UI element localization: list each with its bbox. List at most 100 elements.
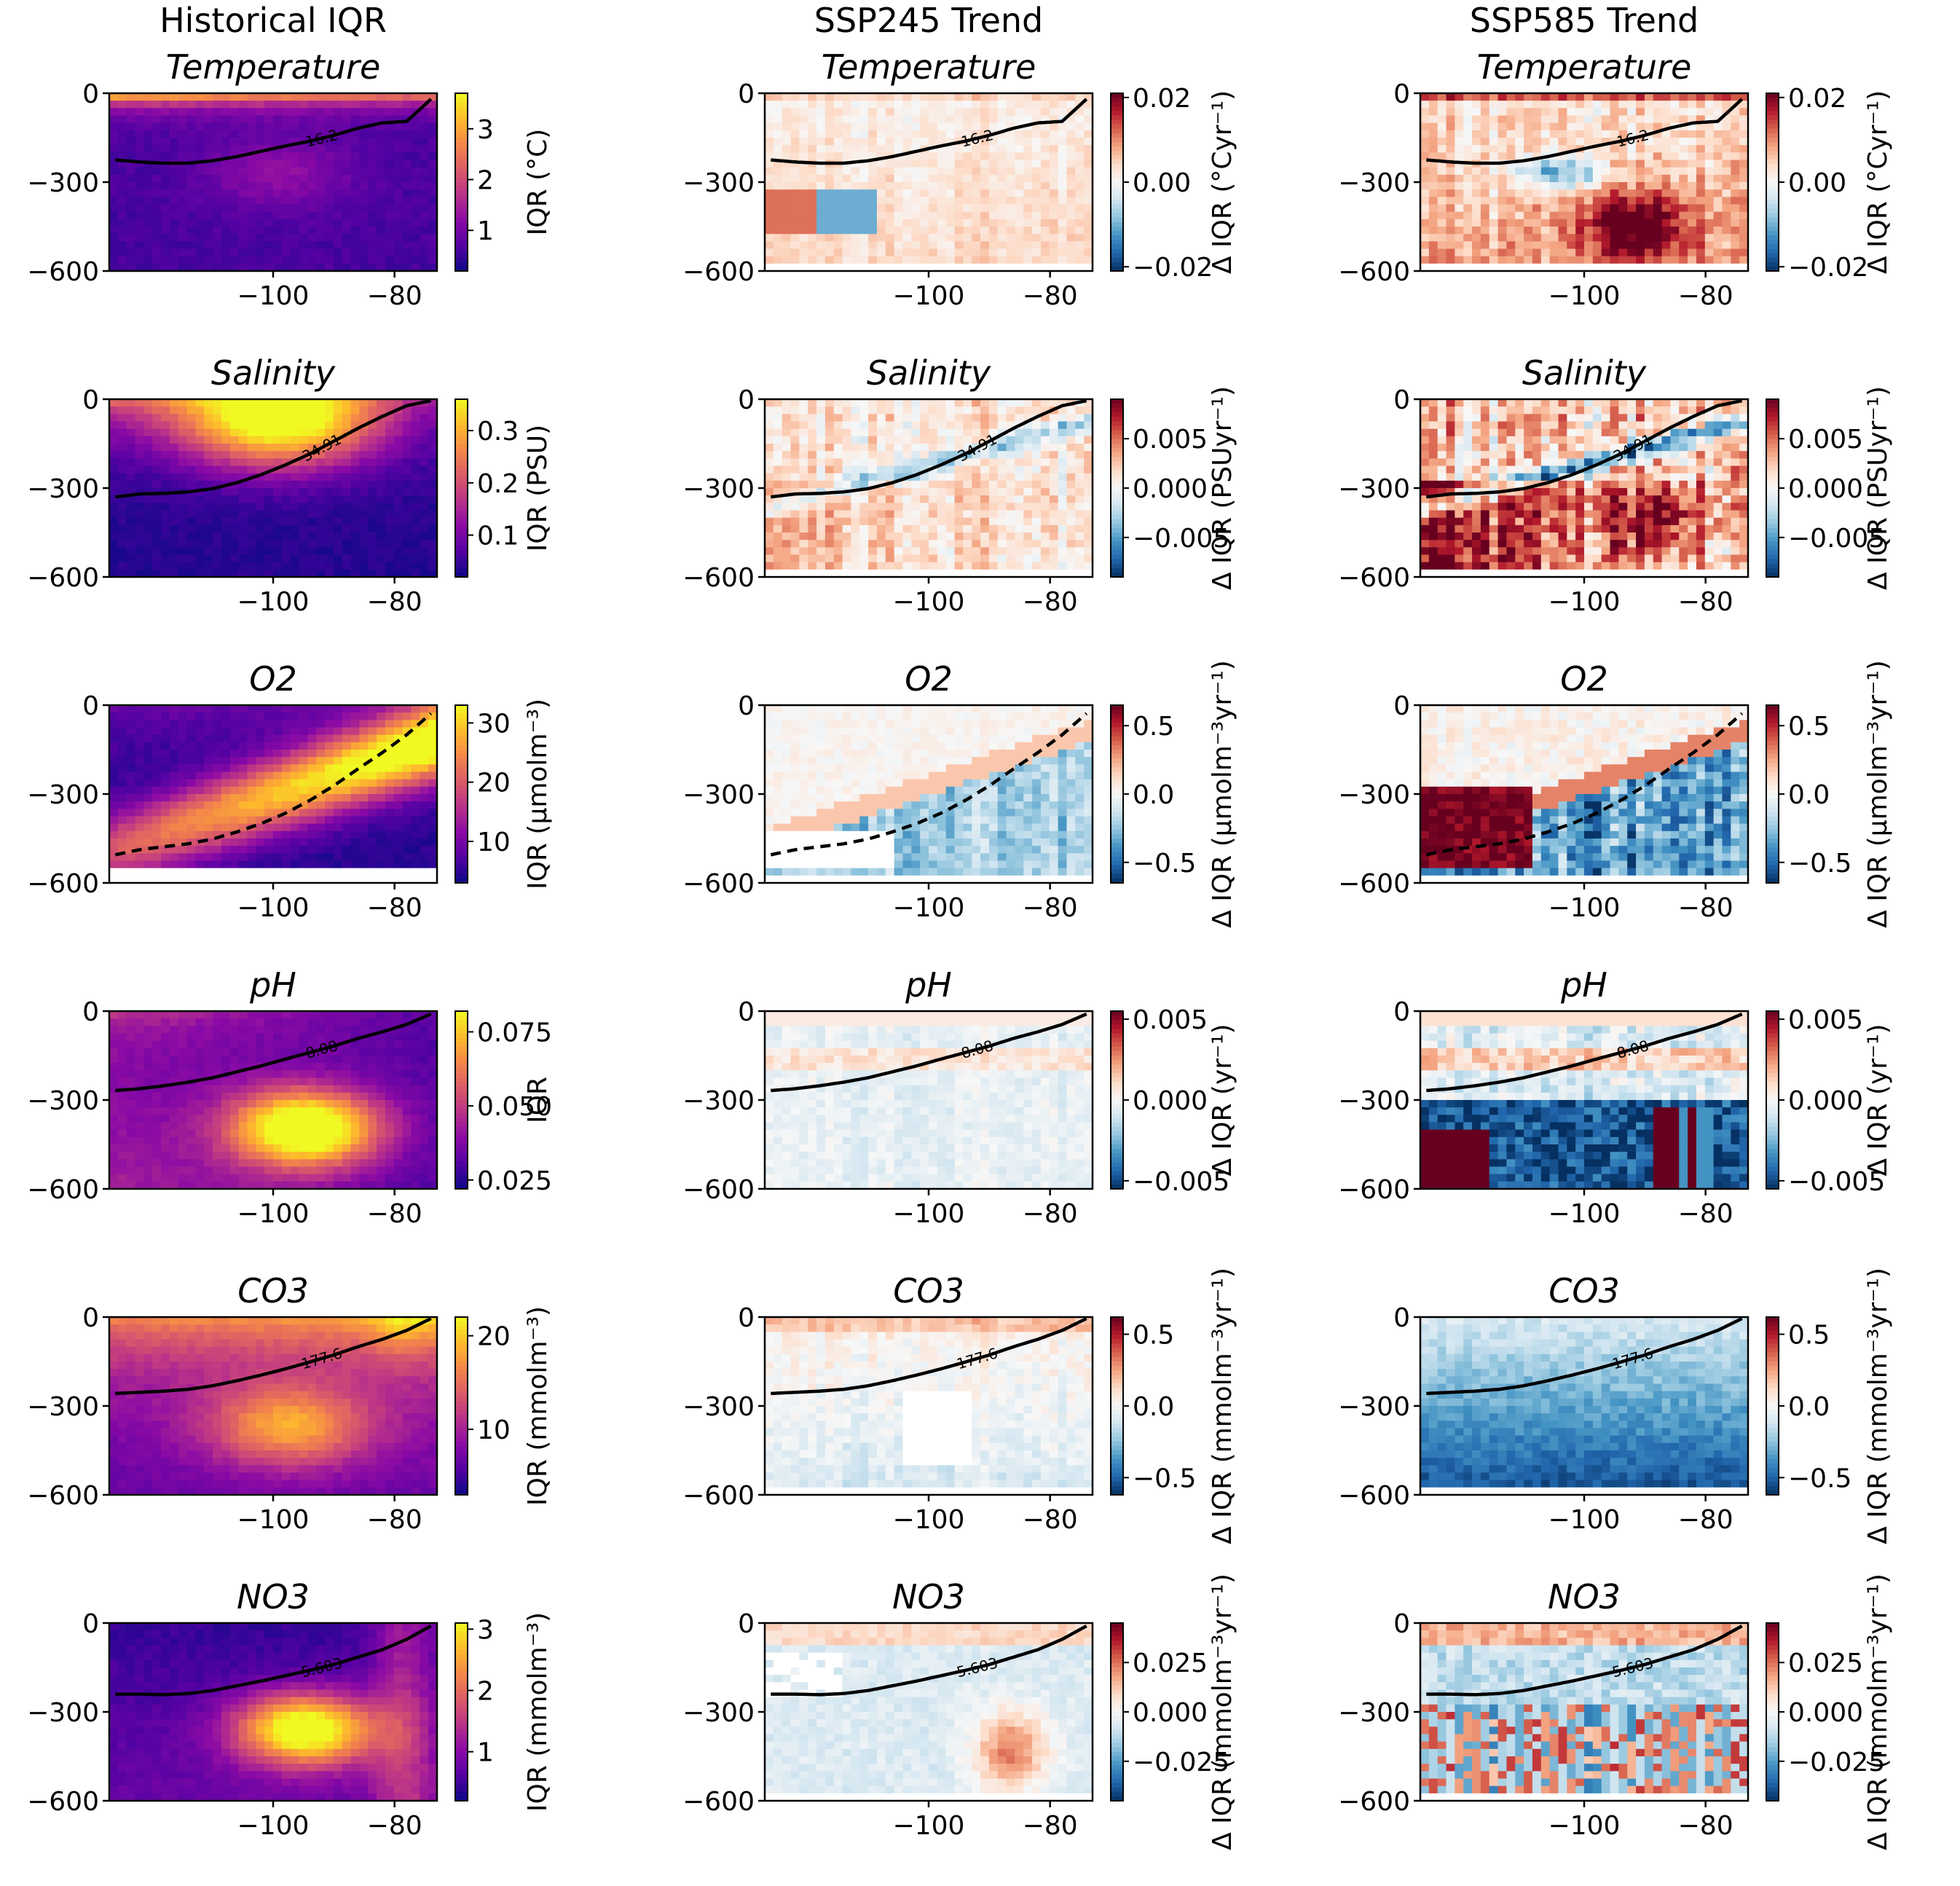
heatmap-cell [350, 421, 361, 430]
heatmap-cell [824, 451, 835, 459]
heatmap-cell [1661, 130, 1672, 138]
heatmap-cell [359, 152, 369, 161]
heatmap-cell [1515, 101, 1524, 109]
heatmap-cell [1058, 503, 1068, 511]
heatmap-cell [790, 421, 800, 430]
heatmap-cell [1704, 263, 1715, 272]
heatmap-cell [963, 562, 972, 570]
heatmap-cell [972, 211, 981, 220]
heatmap-cell [178, 495, 188, 503]
heatmap-cell [911, 234, 921, 242]
heatmap-cell [195, 473, 205, 482]
heatmap-cell [169, 241, 179, 250]
heatmap-cell [1601, 115, 1611, 124]
heatmap-cell [281, 263, 291, 272]
colorbar-segment [1111, 266, 1123, 272]
heatmap-cell [420, 495, 429, 503]
heatmap-cell [1489, 189, 1499, 197]
heatmap-cell [1713, 122, 1723, 131]
heatmap-cell [377, 256, 386, 264]
heatmap-cell [307, 421, 317, 430]
heatmap-cell [1049, 182, 1059, 190]
heatmap-cell [963, 569, 972, 578]
heatmap-cell [1023, 197, 1033, 205]
heatmap-cell [972, 167, 981, 176]
heatmap-cell [161, 444, 170, 452]
colorbar-segment [1766, 221, 1779, 227]
heatmap-cell [988, 540, 999, 548]
colorbar-segment [1766, 208, 1779, 214]
heatmap-cell [972, 488, 981, 496]
heatmap-cell [213, 547, 222, 556]
heatmap-cell [885, 227, 895, 235]
heatmap-cell [161, 399, 170, 407]
heatmap-cell [204, 227, 213, 235]
heatmap-cell [1049, 562, 1059, 570]
heatmap-cell [393, 197, 404, 205]
heatmap-cell [1428, 204, 1438, 213]
heatmap-cell [824, 145, 835, 153]
heatmap-cell [221, 138, 231, 146]
heatmap-cell [385, 204, 395, 213]
heatmap-cell [1489, 101, 1499, 109]
heatmap-cell [1455, 399, 1464, 407]
heatmap-cell [885, 444, 895, 452]
heatmap-cell [359, 227, 369, 235]
heatmap-cell [213, 130, 222, 138]
heatmap-cell [1567, 248, 1576, 257]
heatmap-cell [377, 248, 386, 257]
colorbar-segment [455, 115, 468, 121]
heatmap-cell [1610, 211, 1619, 220]
heatmap-cell [790, 160, 800, 168]
heatmap-cell [1049, 197, 1059, 205]
heatmap-cell [1437, 503, 1447, 511]
heatmap-cell [963, 115, 972, 124]
heatmap-cell [316, 458, 326, 467]
heatmap-cell [920, 130, 929, 138]
heatmap-cell [833, 495, 843, 503]
heatmap-cell [1058, 465, 1068, 474]
heatmap-cell [1420, 197, 1430, 205]
heatmap-cell [773, 145, 783, 153]
heatmap-cell [997, 108, 1007, 117]
heatmap-cell [997, 93, 1007, 101]
heatmap-cell [1049, 444, 1059, 452]
heatmap-cell [1627, 211, 1637, 220]
heatmap-cell [911, 503, 921, 511]
heatmap-cell [264, 248, 274, 257]
heatmap-cell [851, 189, 860, 197]
heatmap-cell [902, 524, 912, 533]
heatmap-cell [299, 421, 308, 430]
heatmap-cell [1066, 152, 1076, 161]
heatmap-cell [790, 547, 800, 556]
heatmap-cell [1075, 533, 1085, 541]
heatmap-cell [833, 227, 843, 235]
heatmap-cell [290, 510, 300, 519]
heatmap-cell [920, 503, 929, 511]
heatmap-cell [902, 517, 912, 526]
heatmap-cell [316, 101, 326, 109]
heatmap-cell [1472, 241, 1481, 250]
heatmap-cell [920, 204, 929, 213]
heatmap-cell [1058, 189, 1068, 197]
heatmap-cell [911, 248, 921, 257]
heatmap-cell [902, 554, 912, 563]
heatmap-cell [1584, 256, 1594, 264]
heatmap-cell [972, 524, 981, 533]
heatmap-cell [428, 101, 438, 109]
heatmap-cell [143, 503, 153, 511]
heatmap-cell [143, 248, 153, 257]
heatmap-cell [1567, 101, 1576, 109]
heatmap-cell [186, 248, 197, 257]
heatmap-cell [1084, 547, 1093, 556]
heatmap-cell [273, 115, 283, 124]
heatmap-cell [954, 234, 964, 242]
heatmap-cell [186, 406, 197, 414]
heatmap-cell [350, 189, 361, 197]
heatmap-cell [1084, 227, 1093, 235]
colorbar-segment [455, 235, 468, 240]
heatmap-cell [1601, 167, 1611, 176]
heatmap-cell [988, 101, 999, 109]
heatmap-cell [1084, 458, 1093, 467]
heatmap-cell [842, 465, 852, 474]
